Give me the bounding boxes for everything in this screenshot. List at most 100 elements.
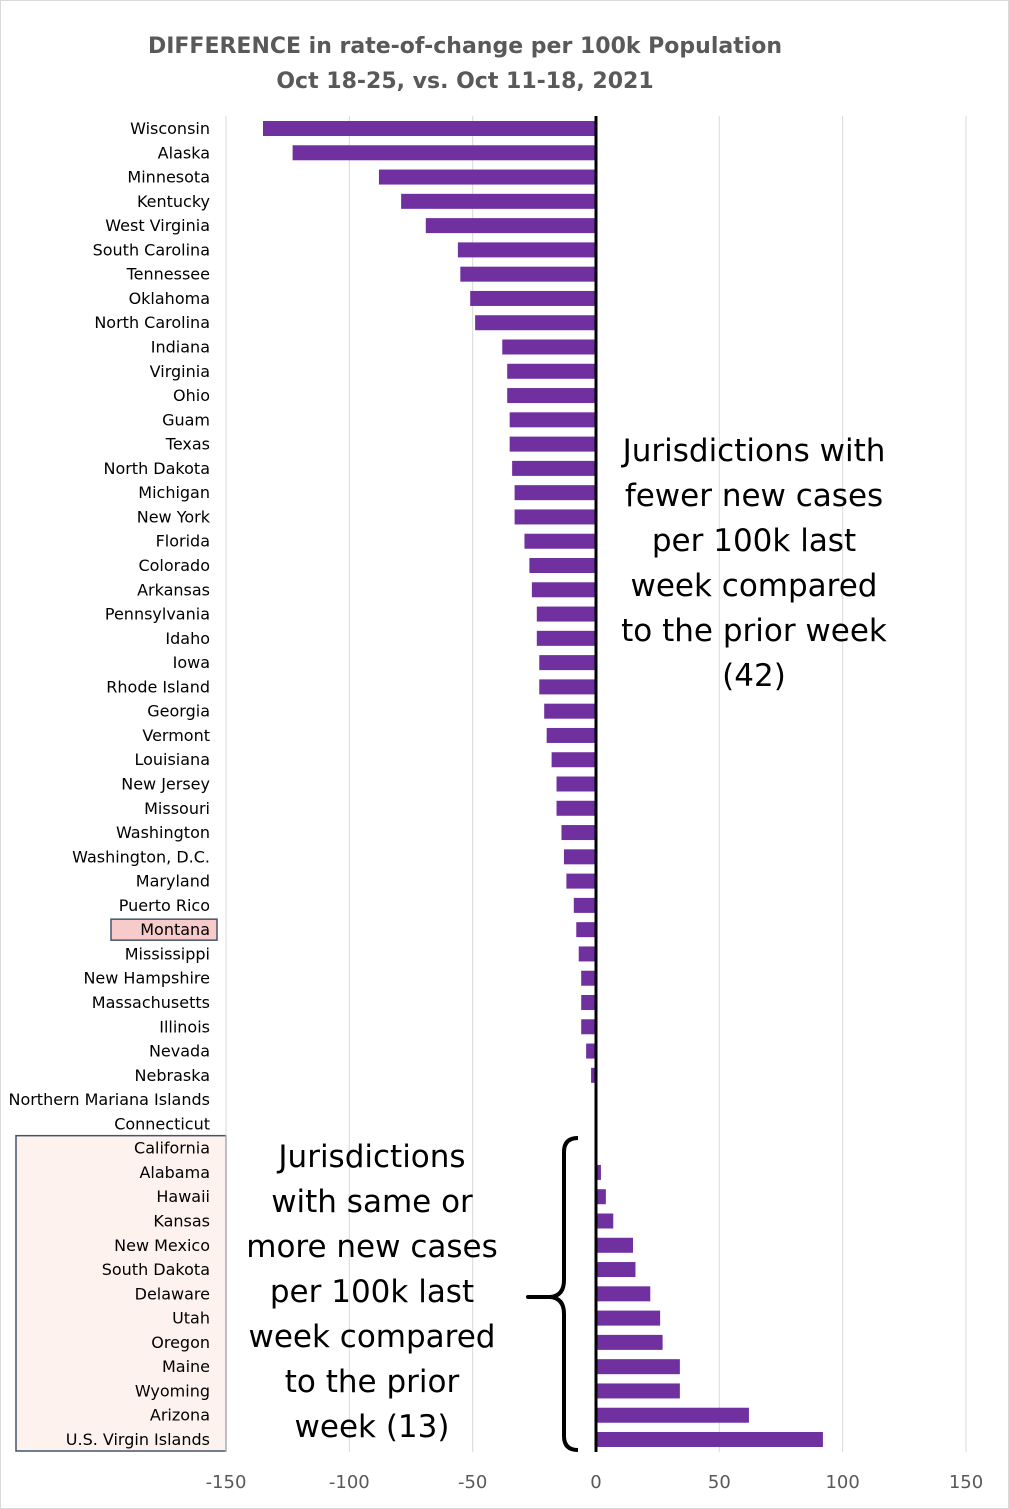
- category-label: Northern Mariana Islands: [8, 1090, 210, 1109]
- x-tick-label: -150: [206, 1472, 247, 1493]
- x-tick-label: -50: [458, 1472, 487, 1493]
- category-label: Oklahoma: [129, 289, 210, 308]
- category-label: Colorado: [138, 556, 210, 575]
- category-label: Missouri: [144, 799, 210, 818]
- curly-brace: [526, 1136, 579, 1452]
- bar: [581, 1019, 596, 1035]
- category-label: Indiana: [151, 338, 210, 357]
- bar: [507, 388, 596, 404]
- bar: [586, 1043, 596, 1059]
- bar: [596, 1189, 606, 1205]
- category-label: Massachusetts: [92, 993, 210, 1012]
- category-label: Pennsylvania: [105, 605, 210, 624]
- bar: [378, 169, 596, 185]
- bar: [536, 606, 596, 622]
- category-label: Kentucky: [137, 192, 210, 211]
- category-label: Vermont: [142, 726, 210, 745]
- category-label: Delaware: [135, 1284, 210, 1303]
- category-label: Hawaii: [156, 1187, 210, 1206]
- category-label: Nebraska: [135, 1066, 210, 1085]
- category-label: Alaska: [158, 143, 210, 162]
- category-label: U.S. Virgin Islands: [66, 1430, 210, 1449]
- bar: [596, 1407, 749, 1423]
- category-label: Texas: [165, 435, 210, 454]
- category-label: Guam: [162, 410, 210, 429]
- bar: [529, 558, 596, 573]
- category-label: Washington: [116, 823, 210, 842]
- bar: [573, 897, 596, 913]
- category-label: Wisconsin: [130, 119, 210, 138]
- bar: [546, 727, 596, 743]
- bar: [566, 873, 596, 889]
- category-label: North Dakota: [103, 459, 210, 478]
- bar: [539, 679, 596, 695]
- annotation-more-line: more new cases: [246, 1229, 498, 1265]
- bar: [524, 533, 596, 549]
- bar: [401, 193, 596, 209]
- bar: [425, 218, 596, 234]
- bar: [596, 1286, 651, 1302]
- category-label: Michigan: [138, 483, 210, 502]
- category-label: Arizona: [150, 1406, 210, 1425]
- annotation-fewer-line: Jurisdictions with: [622, 433, 886, 469]
- category-label: Virginia: [150, 362, 210, 381]
- x-tick-label: 150: [949, 1472, 983, 1493]
- bar: [581, 995, 596, 1010]
- category-label: West Virginia: [105, 216, 210, 235]
- bar: [475, 315, 596, 331]
- annotation-more-line: week (13): [294, 1409, 450, 1445]
- x-tick-label: 100: [825, 1472, 859, 1493]
- chart-title: DIFFERENCE in rate-of-change per 100k Po…: [147, 34, 783, 59]
- bar: [509, 436, 596, 452]
- bar: [596, 1359, 680, 1375]
- category-label: Arkansas: [137, 580, 210, 599]
- bar: [544, 703, 596, 719]
- bar: [263, 121, 596, 136]
- bar: [578, 946, 596, 962]
- bar: [512, 460, 596, 476]
- x-tick-label: 0: [590, 1472, 601, 1493]
- annotation-more-line: Jurisdictions: [278, 1139, 466, 1175]
- positive-labels-box: [15, 1134, 227, 1452]
- bar: [507, 363, 596, 379]
- bar: [509, 412, 596, 428]
- category-label: Maryland: [136, 872, 210, 891]
- annotation-fewer-line: per 100k last: [651, 523, 857, 559]
- bar: [556, 800, 596, 816]
- bar: [596, 1310, 661, 1326]
- category-label: Florida: [156, 532, 210, 551]
- category-label: Washington, D.C.: [72, 847, 210, 866]
- category-label: Georgia: [147, 702, 210, 721]
- category-label: Louisiana: [134, 750, 210, 769]
- annotation-fewer-line: week compared: [630, 568, 878, 604]
- category-label: Idaho: [165, 629, 210, 648]
- category-label: Tennessee: [126, 265, 210, 284]
- annotation-fewer-line: (42): [722, 658, 786, 694]
- bar: [596, 1164, 601, 1180]
- x-tick-label: 50: [708, 1472, 731, 1493]
- bar: [596, 1334, 663, 1350]
- highlight-box-montana: [110, 918, 218, 941]
- chart-subtitle: Oct 18-25, vs. Oct 11-18, 2021: [276, 69, 654, 94]
- bar: [581, 970, 596, 986]
- bar: [470, 290, 596, 306]
- annotation-more-line: with same or: [271, 1184, 473, 1220]
- category-label: North Carolina: [94, 313, 210, 332]
- bar: [536, 630, 596, 646]
- bar: [514, 485, 596, 501]
- category-label: Utah: [172, 1309, 210, 1328]
- bar: [292, 145, 596, 161]
- category-label: Rhode Island: [106, 677, 210, 696]
- bar: [460, 266, 596, 282]
- category-label: New Mexico: [114, 1236, 210, 1255]
- bar: [596, 1213, 614, 1229]
- annotation-more-cases: Jurisdictions with same or more new case…: [232, 1135, 512, 1450]
- bar: [556, 776, 596, 792]
- bar: [596, 1432, 823, 1447]
- category-label: Montana: [140, 920, 210, 939]
- category-label: Ohio: [173, 386, 210, 405]
- category-label: South Dakota: [102, 1260, 210, 1279]
- category-label: Iowa: [173, 653, 210, 672]
- bar: [596, 1237, 633, 1253]
